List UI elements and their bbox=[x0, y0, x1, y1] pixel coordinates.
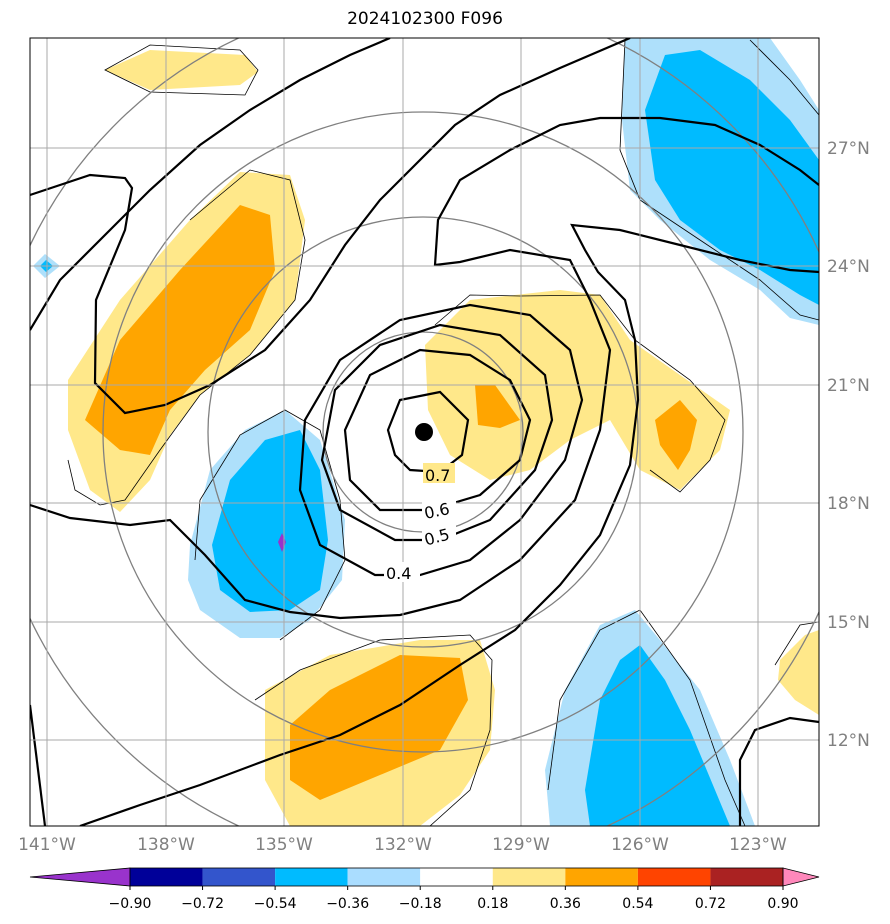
strong-area-center bbox=[475, 385, 520, 428]
colorbar-extend-high bbox=[782, 867, 820, 887]
storm-center-marker bbox=[415, 423, 433, 441]
contour-label-group: 0.7 0.6 0.5 0.4 bbox=[384, 463, 456, 583]
strong-positive-fills bbox=[85, 205, 697, 800]
colorbar-swatch bbox=[420, 868, 493, 886]
colorbar-tick-label: 0.72 bbox=[695, 896, 726, 912]
lat-label: 18°N bbox=[827, 494, 870, 514]
contour-0-4 bbox=[298, 303, 584, 577]
map-title: 2024102300 F096 bbox=[347, 9, 503, 29]
longitude-axis: 141°W 138°W 135°W 132°W 129°W 126°W 123°… bbox=[18, 835, 787, 855]
colorbar-tick-label: 0.90 bbox=[767, 896, 798, 912]
contour-label: 0.4 bbox=[386, 564, 411, 583]
colorbar-tick-label: −0.54 bbox=[254, 896, 297, 912]
colorbar-tick-label: −0.72 bbox=[181, 896, 224, 912]
contour-se bbox=[738, 716, 819, 826]
colorbar-tick-label: 0.36 bbox=[550, 896, 581, 912]
graticule bbox=[30, 38, 819, 826]
strong-area-south bbox=[290, 655, 468, 800]
colorbar-swatch bbox=[130, 868, 203, 886]
strong-area-east bbox=[655, 400, 697, 470]
contour-0-2 bbox=[30, 38, 391, 331]
colorbar-swatch bbox=[637, 868, 711, 886]
positive-area-se bbox=[778, 630, 819, 715]
colorbar: −0.90 −0.72 −0.54 −0.36 −0.18 0.18 0.36 0.54 0.7… bbox=[29, 867, 820, 912]
lon-label: 126°W bbox=[611, 835, 669, 855]
contour-0-6 bbox=[343, 348, 532, 512]
lon-label: 123°W bbox=[729, 835, 787, 855]
colorbar-extend-low bbox=[29, 867, 131, 887]
thin-outlines bbox=[67, 39, 819, 826]
strong-area-west bbox=[85, 205, 275, 455]
contour-0-1 bbox=[30, 704, 47, 826]
gray-range-rings bbox=[30, 38, 819, 826]
lat-label: 15°N bbox=[827, 613, 870, 633]
colorbar-tick-label: −0.90 bbox=[109, 896, 152, 912]
lat-label: 24°N bbox=[827, 257, 870, 277]
colorbar-swatch bbox=[710, 868, 783, 886]
colorbar-tick-label: 0.54 bbox=[622, 896, 653, 912]
latitude-axis: 27°N 24°N 21°N 18°N 15°N 12°N bbox=[827, 139, 870, 751]
colorbar-swatch bbox=[202, 868, 276, 886]
contour-0-3 bbox=[30, 116, 819, 620]
strong-negative-fills bbox=[40, 50, 819, 826]
colorbar-swatch bbox=[492, 868, 566, 886]
lon-label: 129°W bbox=[492, 835, 550, 855]
colorbar-tick-label: −0.18 bbox=[399, 896, 442, 912]
colorbar-swatch bbox=[275, 868, 348, 886]
positive-area-center bbox=[425, 290, 730, 490]
contour-0-1b bbox=[79, 223, 819, 826]
negative-area-ne-strong bbox=[645, 50, 819, 305]
map-frame bbox=[29, 37, 820, 827]
lat-label: 12°N bbox=[827, 731, 870, 751]
contour-label: 0.6 bbox=[422, 499, 451, 523]
contour-0-5 bbox=[320, 323, 554, 542]
lat-label: 21°N bbox=[827, 376, 870, 396]
negative-area-center-strong bbox=[212, 430, 328, 612]
colorbar-swatch bbox=[565, 868, 638, 886]
lon-label: 135°W bbox=[255, 835, 313, 855]
field-layer bbox=[30, 38, 819, 826]
lon-label: 141°W bbox=[18, 835, 76, 855]
colorbar-tick-label: 0.18 bbox=[477, 896, 508, 912]
colorbar-tick-label: −0.36 bbox=[326, 896, 369, 912]
lon-label: 132°W bbox=[374, 835, 432, 855]
black-contours bbox=[30, 38, 819, 826]
lat-label: 27°N bbox=[827, 139, 870, 159]
contour-0-2b bbox=[30, 38, 631, 415]
colorbar-swatch bbox=[347, 868, 421, 886]
negative-area-se-strong bbox=[585, 645, 730, 826]
lon-label: 138°W bbox=[137, 835, 195, 855]
contour-label: 0.7 bbox=[425, 466, 450, 485]
colorbar-frame bbox=[129, 867, 784, 887]
